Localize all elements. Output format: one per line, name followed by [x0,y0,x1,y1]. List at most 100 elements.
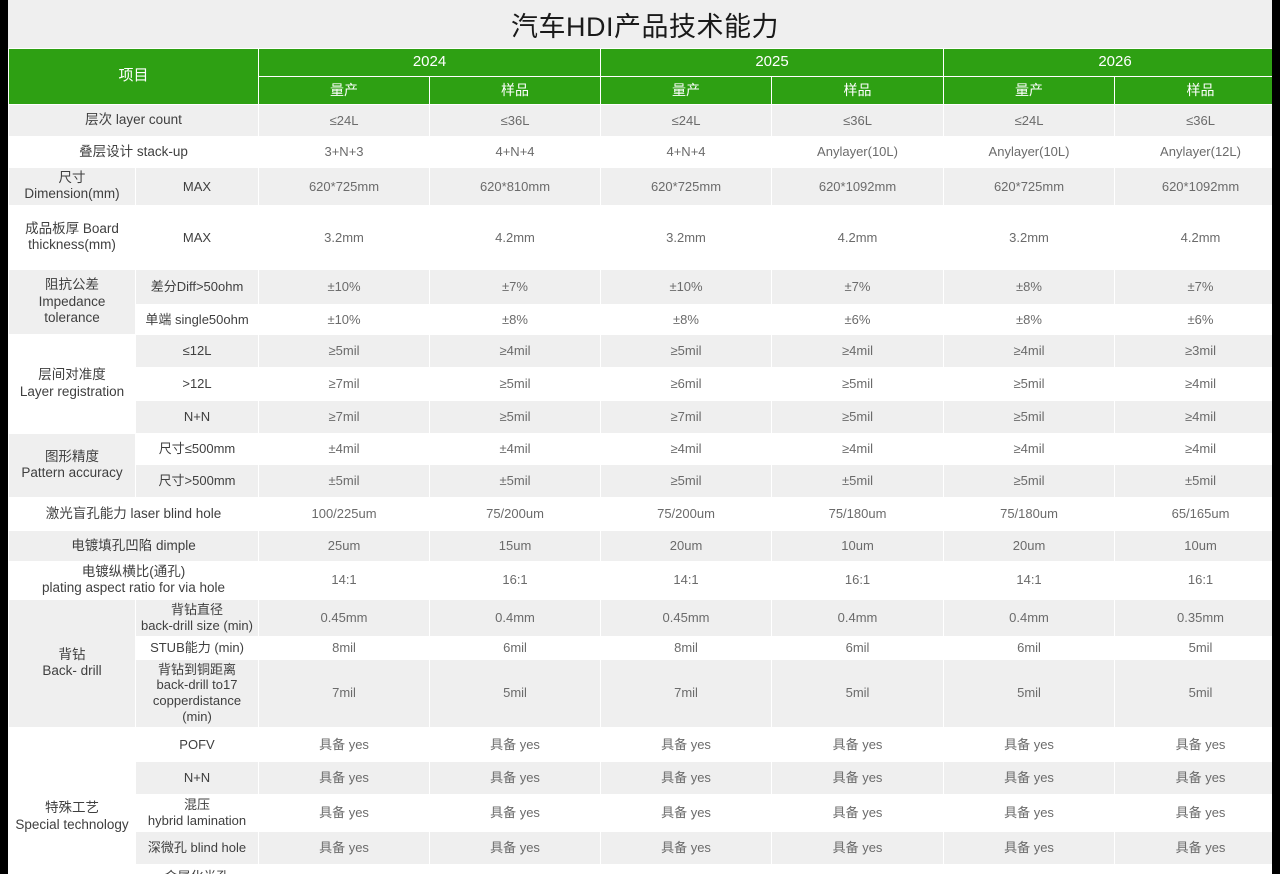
table-cell-value: 具备 yes [600,761,773,796]
table-cell-value: ≥7mil [258,366,431,401]
table-cell-value: 3.2mm [600,204,773,270]
table-cell-value: 具备 yes [943,761,1116,796]
table-row: 阻抗公差 Impedance tolerance 差分Diff>50ohm ±10% ±… [8,268,1272,335]
row-sublabel: 背钻直径 back-drill size (min) [134,598,260,637]
row-sublabel: 差分Diff>50ohm [134,268,260,305]
table-cell-value: 具备 yes [258,830,431,865]
table-cell-value: ±5mil [258,463,431,498]
table-cell-value: ≥5mil [429,366,602,401]
table-cell-value: 4.2mm [1114,204,1272,270]
table-cell-value: ±4mil [258,432,431,465]
row-sublabel: 背钻到铜距离 back-drill to17 copperdistance (min… [134,658,260,729]
table-cell-value: 25um [258,529,431,562]
table-cell-value: ≥4mil [943,333,1116,368]
header-sub-2025-mass: 量产 [600,76,773,105]
table-cell-value: ≥5mil [600,333,773,368]
table-cell-value: 75/180um [943,496,1116,531]
row-sublabel: N+N [134,761,260,796]
table-cell-value: ±10% [600,268,773,305]
table-cell-value: 620*725mm [258,167,431,206]
table-cell-value: ≥6mil [600,366,773,401]
row-sublabel: MAX [134,204,260,270]
table-row: 图形精度 Pattern accuracy 尺寸≤500mm ±4mil ±4mil ≥4… [8,432,1272,498]
table-cell-value: 620*1092mm [1114,167,1272,206]
row-group-label: 特殊工艺 Special technology [8,727,136,874]
table-cell-value: ≥5mil [943,463,1116,498]
row-sublabel: 深微孔 blind hole [134,830,260,865]
table-cell-value: ≥5mil [943,399,1116,434]
table-cell-value: 具备 yes [429,727,602,763]
table-cell-value: ±7% [429,268,602,305]
header-item-label: 项目 [8,48,260,105]
table-cell-value: 75/180um [771,496,945,531]
table-cell-value: 6mil [771,635,945,660]
table-cell-value: 4+N+4 [429,136,602,168]
table-cell-value: 具备 yes [1114,863,1272,874]
table-cell-value: 75/200um [600,496,773,531]
row-group-label: 阻抗公差 Impedance tolerance [8,268,136,335]
table-cell-value: 14:1 [600,560,773,600]
table-cell-value: ≥4mil [771,333,945,368]
table-cell-value: 具备 yes [429,761,602,796]
table-cell-value: ±5mil [771,463,945,498]
table-cell-value: ±6% [1114,303,1272,335]
table-cell-value: ≤36L [429,104,602,137]
table-cell-value: 具备 yes [1114,761,1272,796]
row-sublabel: 单端 single50ohm [134,303,260,335]
table-row: 背钻 Back- drill 背钻直径 back-drill size (min) 0.… [8,598,1272,729]
table-cell-value: 具备 yes [429,794,602,832]
table-row: 成品板厚 Board thickness(mm) MAX 3.2mm 4.2mm 3.2m… [8,204,1272,270]
table-cell-value: 具备 yes [1114,794,1272,832]
table-body: 层次 layer count ≤24L ≤36L ≤24L ≤36L ≤24L ≤36L 叠层… [8,104,1272,874]
table-cell-value: ±7% [1114,268,1272,305]
table-cell-value: ≥5mil [943,366,1116,401]
table-row: 层次 layer count ≤24L ≤36L ≤24L ≤36L ≤24L ≤36L [8,104,1272,137]
table-cell-value: 0.45mm [258,598,431,637]
table-cell-value: 6mil [429,635,602,660]
row-sublabel: 混压 hybrid lamination [134,794,260,832]
table-cell-value: Anylayer(12L) [1114,136,1272,168]
row-sublabel: 金属化半孔metallized half hole [134,863,260,874]
table-cell-value: 具备 yes [943,727,1116,763]
table-cell-value: 具备 yes [771,863,945,874]
header-sub-2025-sample: 样品 [771,76,945,105]
table-cell-value: 具备 yes [600,727,773,763]
table-cell-value: 具备 yes [600,830,773,865]
table-cell-value: 10um [1114,529,1272,562]
header-sub-2024-mass: 量产 [258,76,431,105]
table-row: 深微孔 blind hole 具备 yes 具备 yes 具备 yes 具备 yes 具备… [9,830,1272,865]
header-year-2025: 2025 [600,48,945,77]
table-cell-value: ≥4mil [943,432,1116,465]
table-row: 尺寸Dimension(mm) MAX 620*725mm 620*810mm 620*… [8,167,1272,206]
table-row: 背钻到铜距离 back-drill to17 copperdistance (min… [9,658,1272,729]
table-cell-value: 具备 yes [771,794,945,832]
table-cell-value: ±10% [258,268,431,305]
table-cell-value: 75/200um [429,496,602,531]
table-cell-value: 14:1 [943,560,1116,600]
table-cell-value: 具备 yes [943,794,1116,832]
table-cell-value: ±4mil [429,432,602,465]
table-cell-value: Anylayer(10L) [943,136,1116,168]
table-cell-value: Anylayer(10L) [771,136,945,168]
table-cell-value: ≥4mil [1114,432,1272,465]
capability-table: 项目 2024 2025 2026 量产 样品 量产 样品 量产 样品 层次 l… [8,48,1272,874]
table-cell-value: 具备 yes [600,863,773,874]
table-cell-value: ≥5mil [429,399,602,434]
row-label: 成品板厚 Board thickness(mm) [8,204,136,270]
table-cell-value: 5mil [943,658,1116,729]
table-cell-value: 5mil [771,658,945,729]
table-cell-value: ±8% [600,303,773,335]
table-cell-value: ±6% [771,303,945,335]
table-cell-value: 具备 yes [600,794,773,832]
row-sublabel: MAX [134,167,260,206]
table-cell-value: ≥4mil [600,432,773,465]
table-cell-value: 3+N+3 [258,136,431,168]
table-cell-value: 7mil [600,658,773,729]
table-cell-value: 具备 yes [1114,727,1272,763]
table-cell-value: 具备 yes [429,830,602,865]
title-bar: 汽车HDI产品技术能力 [8,0,1272,48]
table-cell-value: ≥4mil [1114,366,1272,401]
table-row: >12L ≥7mil ≥5mil ≥6mil ≥5mil ≥5mil ≥4mil [9,366,1272,401]
